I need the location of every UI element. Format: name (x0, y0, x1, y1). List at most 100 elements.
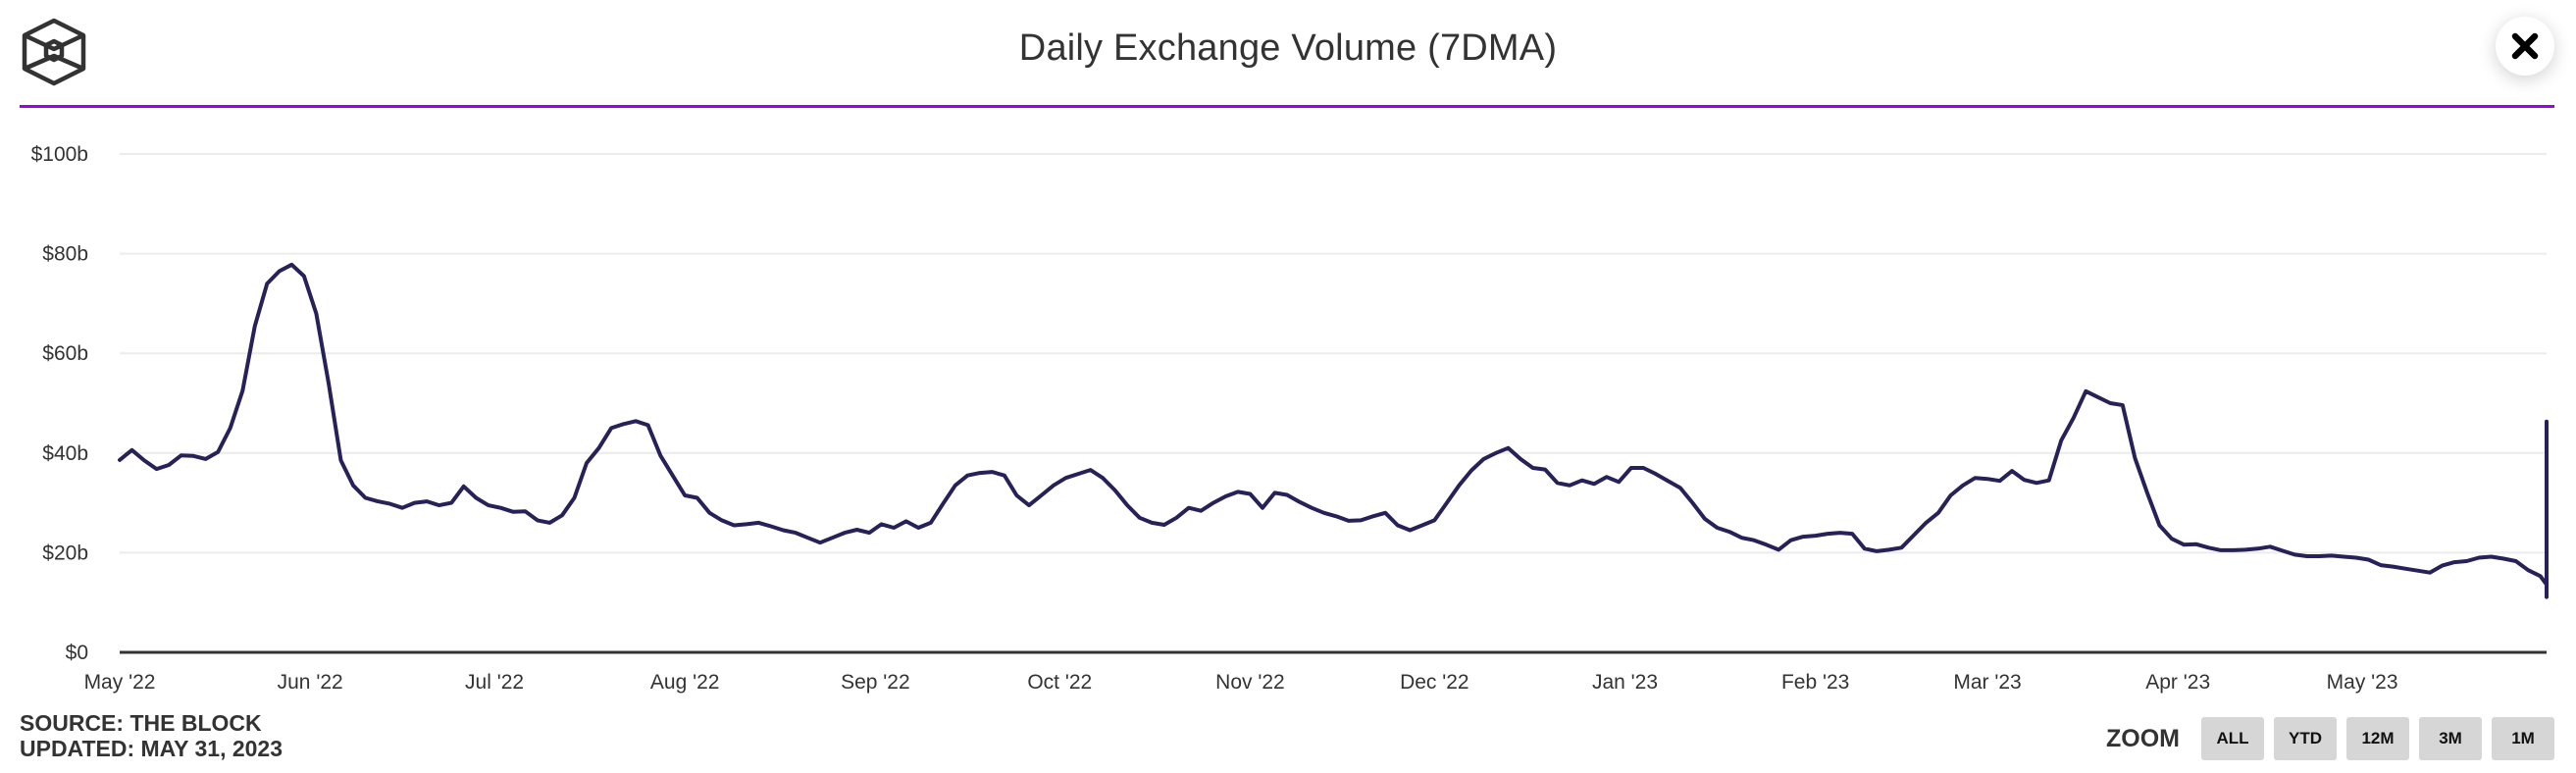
data-point[interactable] (679, 490, 691, 501)
data-point[interactable] (1773, 543, 1784, 555)
data-point[interactable] (1588, 478, 1600, 490)
data-point[interactable] (2541, 509, 2552, 521)
data-point[interactable] (372, 495, 384, 507)
data-point[interactable] (385, 498, 396, 510)
data-point[interactable] (1170, 512, 1182, 524)
data-point[interactable] (335, 454, 347, 466)
data-point[interactable] (2277, 544, 2289, 556)
data-point[interactable] (2387, 561, 2398, 573)
data-point[interactable] (827, 532, 839, 543)
data-point[interactable] (1134, 512, 1146, 524)
data-point[interactable] (1146, 517, 1158, 529)
data-point[interactable] (802, 532, 814, 543)
data-point[interactable] (1085, 464, 1097, 476)
data-point[interactable] (1846, 528, 1858, 540)
data-point[interactable] (1748, 535, 1760, 546)
data-point[interactable] (1294, 496, 1306, 508)
data-point[interactable] (2043, 475, 2055, 487)
data-point[interactable] (1306, 502, 1317, 514)
data-point[interactable] (470, 492, 482, 504)
data-point[interactable] (790, 527, 801, 539)
data-point[interactable] (360, 492, 372, 504)
data-point[interactable] (163, 459, 175, 471)
data-point[interactable] (1810, 530, 1822, 541)
data-point[interactable] (1159, 519, 1170, 531)
data-point[interactable] (1859, 542, 1871, 554)
data-point[interactable] (2399, 563, 2411, 575)
data-point[interactable] (2006, 465, 2018, 477)
data-point[interactable] (274, 265, 285, 277)
data-point[interactable] (839, 527, 850, 539)
data-point[interactable] (2541, 583, 2552, 594)
data-point[interactable] (1662, 475, 1674, 487)
data-point[interactable] (1515, 453, 1526, 465)
data-point[interactable] (2068, 412, 2080, 424)
data-point[interactable] (863, 527, 875, 539)
data-point[interactable] (249, 320, 261, 332)
data-point[interactable] (1920, 517, 1932, 529)
data-point[interactable] (176, 449, 187, 461)
data-point[interactable] (138, 454, 150, 466)
data-point[interactable] (1318, 507, 1330, 519)
data-point[interactable] (2141, 487, 2153, 498)
data-point[interactable] (1736, 532, 1748, 543)
data-point[interactable] (507, 506, 519, 518)
data-point[interactable] (1478, 453, 1490, 465)
data-point[interactable] (2129, 452, 2140, 464)
data-point[interactable] (347, 480, 359, 491)
data-point[interactable] (114, 454, 126, 466)
data-point[interactable] (2080, 386, 2091, 397)
data-point[interactable] (1183, 502, 1195, 514)
data-point[interactable] (2240, 543, 2251, 555)
data-point[interactable] (1674, 482, 1686, 493)
zoom-3m-button[interactable]: 3M (2419, 717, 2482, 760)
data-point[interactable] (974, 467, 986, 479)
data-point[interactable] (2362, 554, 2374, 566)
data-point[interactable] (396, 502, 408, 514)
data-point[interactable] (876, 518, 888, 530)
data-point[interactable] (1379, 507, 1391, 519)
data-point[interactable] (2326, 549, 2338, 561)
data-point[interactable] (1527, 462, 1539, 474)
data-point[interactable] (1982, 473, 1993, 485)
data-point[interactable] (703, 507, 715, 519)
data-point[interactable] (200, 453, 212, 465)
data-point[interactable] (1232, 486, 1244, 497)
data-point[interactable] (2228, 544, 2240, 556)
data-point[interactable] (532, 514, 543, 526)
data-point[interactable] (1195, 505, 1207, 517)
data-point[interactable] (261, 278, 273, 289)
data-point[interactable] (2510, 555, 2522, 567)
data-point[interactable] (1539, 464, 1551, 476)
data-point[interactable] (2486, 551, 2498, 563)
data-point[interactable] (2375, 559, 2387, 571)
data-point[interactable] (1072, 468, 1084, 480)
data-point[interactable] (888, 522, 900, 534)
data-point[interactable] (1109, 485, 1121, 496)
data-point[interactable] (310, 308, 322, 320)
close-button[interactable] (2496, 17, 2554, 76)
data-point[interactable] (2313, 550, 2325, 562)
data-point[interactable] (716, 514, 728, 526)
data-point[interactable] (543, 517, 555, 529)
data-point[interactable] (1048, 480, 1059, 491)
data-point[interactable] (323, 378, 335, 389)
data-point[interactable] (986, 466, 998, 478)
data-point[interactable] (2522, 564, 2534, 576)
data-point[interactable] (494, 502, 506, 514)
data-point[interactable] (2092, 391, 2104, 403)
data-point[interactable] (483, 499, 494, 511)
data-point[interactable] (1871, 545, 1882, 557)
data-point[interactable] (654, 449, 666, 461)
data-point[interactable] (2437, 560, 2448, 572)
data-point[interactable] (1945, 490, 1957, 501)
data-point[interactable] (741, 518, 752, 530)
zoom-12m-button[interactable]: 12M (2346, 717, 2409, 760)
data-point[interactable] (1699, 513, 1711, 525)
data-point[interactable] (1883, 543, 1895, 555)
data-point[interactable] (1712, 522, 1724, 534)
data-point[interactable] (2541, 490, 2552, 501)
data-point[interactable] (2541, 450, 2552, 462)
data-point[interactable] (2264, 541, 2276, 552)
data-point[interactable] (925, 517, 937, 529)
